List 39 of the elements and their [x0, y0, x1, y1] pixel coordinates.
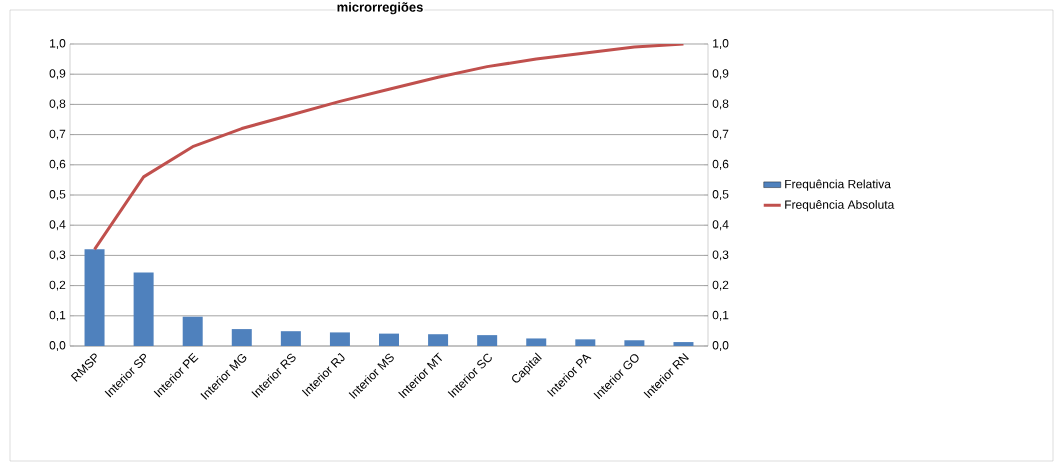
y2-tick-label: 0,5	[712, 190, 729, 200]
y2-tick-label: 0,1	[712, 310, 729, 321]
y2-tick-label: 0,2	[712, 280, 729, 291]
bar	[133, 272, 154, 346]
y-tick-label: 1,0	[50, 39, 66, 49]
bar	[280, 331, 301, 346]
y-tick-label: 0,1	[49, 310, 66, 321]
bar	[329, 332, 350, 346]
y2-tick-label: 0,7	[712, 129, 729, 140]
bar	[182, 316, 203, 346]
y-tick-label: 0,8	[49, 99, 66, 110]
y-tick-label: 0,0	[49, 341, 66, 351]
y-tick-label: 0,7	[49, 129, 66, 140]
y-tick-label: 0,4	[49, 220, 66, 231]
bar	[477, 335, 498, 346]
legend-label: Frequência Relativa	[785, 179, 891, 191]
y-tick-label: 0,2	[49, 280, 66, 291]
bar	[379, 333, 399, 346]
y2-tick-label: 0,3	[712, 250, 729, 261]
y2-tick-label: 0,6	[712, 159, 729, 170]
chart-title: microrregiões	[337, 2, 423, 15]
y2-tick-label: 0,8	[712, 99, 729, 110]
y-tick-label: 0,6	[49, 159, 66, 170]
y-tick-label: 0,5	[49, 190, 66, 200]
bar	[231, 329, 252, 346]
y2-tick-label: 0,4	[712, 220, 729, 231]
y2-tick-label: 0,0	[712, 341, 729, 351]
y-tick-label: 0,3	[49, 250, 66, 261]
bar	[575, 339, 596, 346]
bar	[428, 334, 449, 346]
bar	[84, 249, 105, 346]
y2-tick-label: 0,9	[712, 69, 729, 80]
bar	[673, 342, 694, 346]
y-tick-label: 0,9	[49, 69, 66, 80]
bar	[624, 340, 645, 346]
y2-tick-label: 1,0	[713, 39, 729, 49]
bar	[526, 338, 547, 346]
line-series	[93, 44, 685, 251]
legend-label: Frequência Absoluta	[785, 199, 895, 212]
